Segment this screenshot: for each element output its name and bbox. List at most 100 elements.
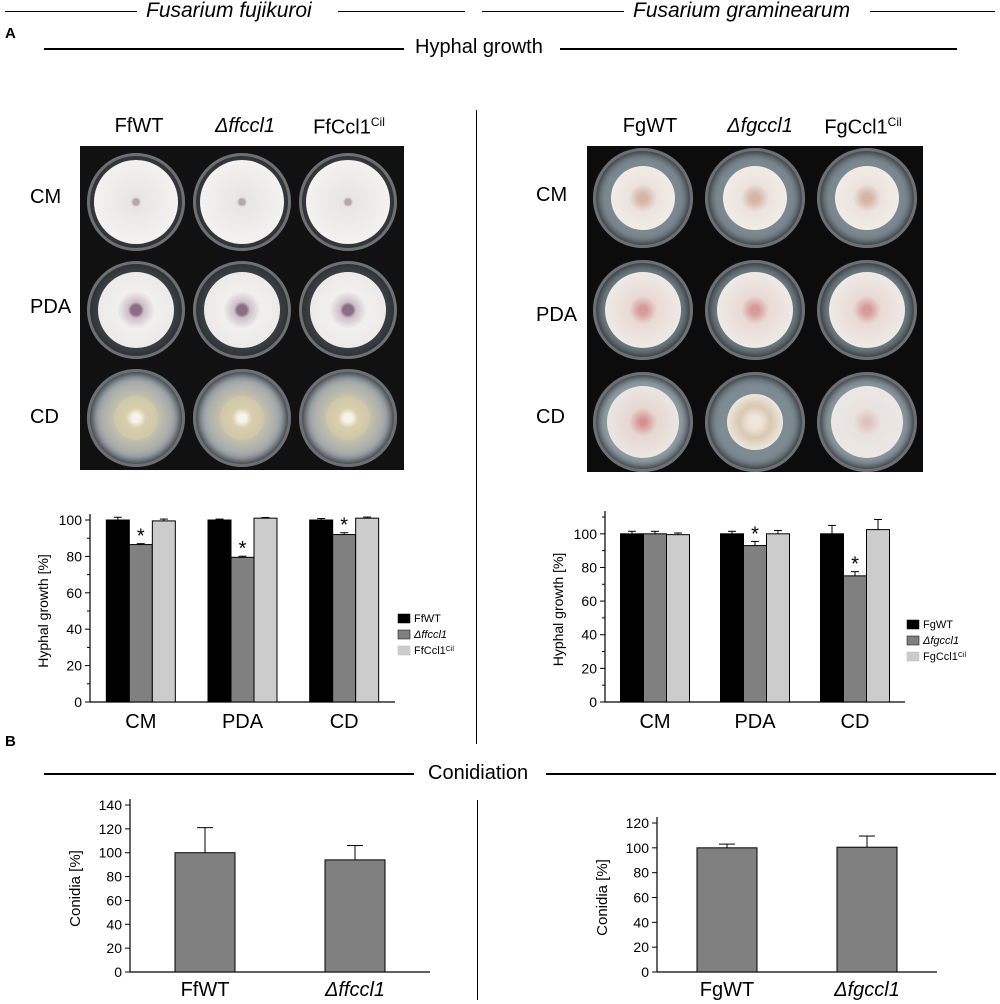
bar [174, 852, 236, 973]
bar [836, 846, 898, 973]
legend-label: FgWT [923, 619, 953, 631]
y-tick-label: 20 [581, 660, 597, 676]
header-rule-right-b [870, 11, 995, 12]
y-axis-label: Hyphal growth [%] [35, 554, 51, 668]
legend-label: Δfgccl1 [922, 635, 959, 647]
x-tick-label: FgWT [700, 979, 754, 1001]
y-tick-label: 60 [633, 890, 649, 906]
panel-a-title: Hyphal growth [415, 36, 543, 59]
bar [332, 534, 357, 703]
bar [620, 533, 644, 703]
fg-col-label-0: FgWT [622, 115, 678, 137]
fungal-colony [611, 166, 675, 230]
bar [151, 520, 176, 703]
bar [324, 859, 386, 973]
bar [666, 534, 690, 703]
fungal-colony [723, 166, 787, 230]
bar [696, 847, 758, 973]
panel-b-title: Conidiation [428, 762, 529, 785]
fungal-colony [831, 386, 903, 458]
fg-col-label-2: FgCcl1Cil [824, 115, 902, 139]
x-tick-label: PDA [734, 711, 776, 733]
y-tick-label: 120 [626, 815, 650, 831]
panel-b-divider [477, 800, 478, 1000]
legend-swatch [906, 651, 920, 662]
y-tick-label: 80 [106, 869, 122, 885]
legend-label: Δffccl1 [413, 629, 447, 641]
legend-swatch [906, 619, 920, 630]
bar [820, 533, 844, 703]
ff-hyphal-chart: 0 20 40 60 80 100 Hyphal growth [%] * CM * PDA * CD F… [35, 512, 454, 733]
ff-col-label-1: Δffccl1 [214, 115, 276, 137]
y-axis-label: Conidia [%] [67, 850, 84, 927]
species-left: Fusarium fujikuroi [146, 0, 312, 22]
x-tick-label: CD [841, 711, 870, 733]
legend-swatch [397, 613, 411, 624]
bar [743, 545, 767, 703]
y-tick-label: 100 [99, 845, 123, 861]
ff-row-label-pda: PDA [30, 296, 72, 318]
bar [128, 544, 153, 703]
significance-star: * [239, 538, 247, 560]
y-tick-label: 0 [589, 694, 597, 710]
bar [643, 533, 667, 703]
panel-a-letter: A [5, 25, 16, 42]
y-axis-label: Hyphal growth [%] [550, 553, 566, 667]
panel-a-divider [476, 110, 477, 744]
panel-a-rule-right [560, 48, 957, 50]
ff-row-label-cd: CD [30, 406, 59, 428]
fungal-colony [220, 396, 264, 440]
fungal-colony [306, 160, 390, 244]
x-tick-label: PDA [222, 711, 264, 733]
fungal-colony [727, 394, 783, 450]
significance-star: * [851, 554, 859, 576]
fungal-colony [829, 272, 905, 348]
y-tick-label: 100 [574, 526, 598, 542]
y-tick-label: 40 [66, 621, 82, 637]
header-rule-right-a [482, 11, 624, 12]
panel-b-rule-right [546, 773, 996, 775]
species-right: Fusarium graminearum [633, 0, 851, 22]
x-tick-label: CD [330, 711, 359, 733]
x-tick-label: FfWT [181, 979, 230, 1001]
fungal-colony [98, 272, 174, 348]
bar [207, 519, 232, 703]
ff-col-label-2: FfCcl1Cil [313, 115, 385, 139]
y-tick-label: 100 [626, 840, 650, 856]
y-tick-label: 60 [106, 892, 122, 908]
header-rule-left-b [338, 11, 465, 12]
y-tick-label: 0 [114, 964, 122, 980]
fg-col-label-1: Δfgccl1 [727, 115, 793, 137]
panel-b-letter: B [5, 733, 16, 750]
fungal-colony [607, 386, 679, 458]
y-tick-label: 80 [581, 559, 597, 575]
y-tick-label: 40 [581, 627, 597, 643]
legend-label: FfWT [414, 613, 441, 625]
legend-label: FgCcl1Cil [923, 651, 966, 663]
y-tick-label: 20 [106, 940, 122, 956]
fungal-colony [204, 272, 280, 348]
y-tick-label: 20 [66, 658, 82, 674]
bar [309, 519, 334, 703]
y-tick-label: 120 [99, 821, 123, 837]
y-tick-label: 0 [641, 964, 649, 980]
y-tick-label: 20 [633, 939, 649, 955]
fungal-colony [717, 272, 793, 348]
ff-col-label-0: FfWT [114, 115, 164, 137]
fungal-colony [94, 160, 178, 244]
legend-label: FfCcl1Cil [414, 645, 454, 657]
header-rule-left-a [5, 11, 137, 12]
significance-star: * [340, 515, 348, 537]
bar [105, 519, 130, 703]
bar [720, 533, 744, 703]
legend-swatch [397, 645, 411, 656]
bar [253, 517, 278, 703]
x-tick-label: CM [125, 711, 156, 733]
x-tick-label: CM [639, 711, 670, 733]
y-tick-label: 140 [99, 797, 123, 813]
panel-a-rule-left [44, 48, 404, 50]
y-tick-label: 40 [106, 916, 122, 932]
fg-conidia-chart: 0 20 40 60 80 100 120 Conidia [%] FgWT Δfgccl1 [594, 815, 937, 1001]
bar [766, 533, 790, 703]
ff-plate-photo [80, 146, 404, 470]
